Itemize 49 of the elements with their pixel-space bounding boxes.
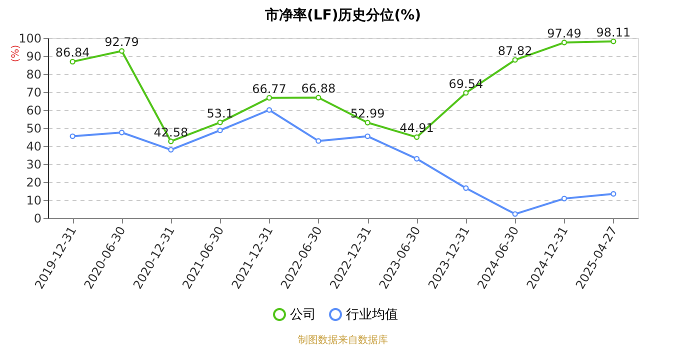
y-tick-label: 40 [26, 140, 42, 154]
point [364, 120, 370, 126]
point [168, 138, 174, 144]
point [414, 134, 420, 140]
point [70, 133, 76, 140]
data-label: 66.88 [301, 82, 336, 96]
y-tick-label: 30 [26, 158, 42, 172]
point [512, 211, 518, 217]
point [463, 185, 469, 191]
point [561, 40, 568, 46]
data-label: 87.82 [498, 44, 532, 58]
y-axis-title: (%) [10, 44, 22, 62]
point [217, 128, 223, 134]
text: 制图数据来自数据库 [298, 334, 388, 346]
point [118, 48, 125, 54]
data-label: 97.49 [547, 26, 582, 41]
y-tick-label: 50 [26, 122, 42, 136]
point [316, 94, 322, 100]
point [266, 94, 272, 101]
y-tick-label: 100 [18, 32, 42, 46]
point [364, 133, 370, 140]
point [512, 57, 518, 63]
data-label: 86.84 [55, 46, 90, 60]
y-tick-label: 70 [26, 86, 42, 100]
data-label: 98.11 [596, 25, 631, 40]
point [266, 107, 272, 113]
y-tick-label: 10 [26, 194, 42, 208]
data-label: 53.1 [206, 106, 234, 120]
data-label: 92.79 [104, 34, 139, 49]
y-tick-label: 90 [26, 50, 42, 64]
y-tick-label: 80 [26, 68, 42, 82]
point [168, 146, 174, 153]
data-label: 52.99 [350, 106, 385, 121]
point [561, 196, 568, 202]
point [118, 130, 125, 136]
point [610, 38, 616, 44]
y-tick-label: 60 [26, 104, 42, 118]
point [70, 58, 76, 65]
point [316, 138, 322, 144]
y-tick-label: 20 [26, 176, 42, 190]
legend-label: 行业均值 [346, 308, 398, 323]
point [610, 191, 616, 197]
legend-label: 公司 [290, 308, 316, 323]
chart-title: 市净率(LF)历史分位(%) [264, 6, 422, 24]
y-tick-label: 0 [34, 212, 42, 226]
point [217, 120, 223, 126]
point [414, 156, 420, 162]
data-label: 66.77 [252, 82, 286, 96]
point [463, 90, 469, 96]
